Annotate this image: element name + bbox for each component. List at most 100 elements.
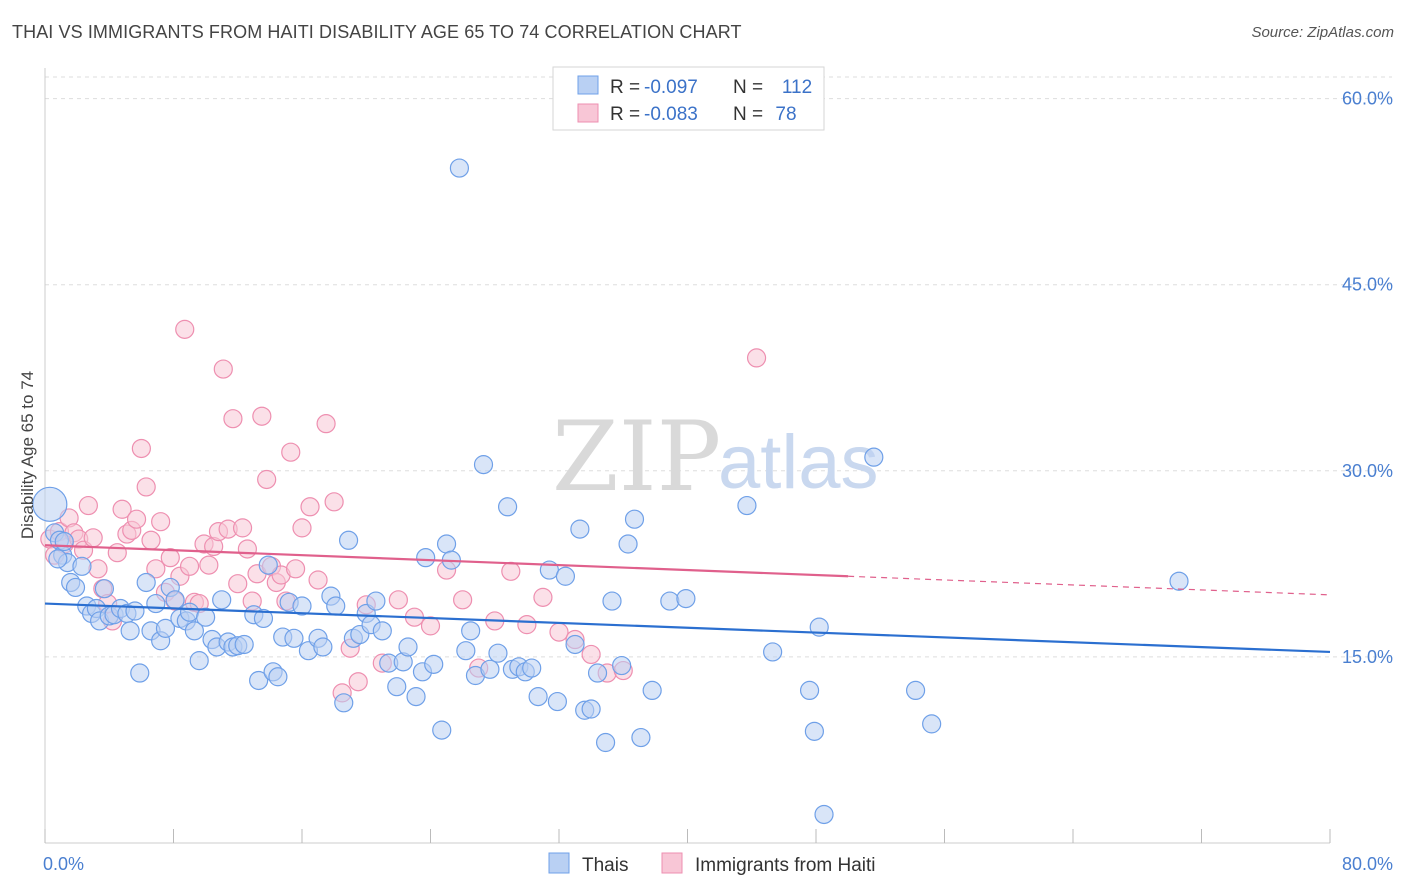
bottom-legend-swatch-thai: [548, 852, 570, 874]
haiti-point: [549, 622, 569, 642]
haiti-point: [175, 319, 195, 339]
haiti-point: [420, 616, 441, 636]
thai-point: [120, 621, 140, 641]
haiti-point: [252, 406, 272, 426]
y-axis-label: Disability Age 65 to 74: [18, 371, 37, 539]
thai-point: [234, 634, 254, 655]
thai-point: [555, 566, 576, 586]
bottom-legend-label-haiti: Immigrants from Haiti: [695, 855, 876, 876]
thai-point: [165, 590, 185, 610]
legend-n-value-thai: 112: [782, 77, 812, 98]
thai-point: [258, 555, 278, 575]
thai-point: [473, 455, 494, 475]
legend-swatch-thai: [577, 75, 599, 95]
thai-point: [432, 720, 452, 740]
thai-point: [676, 588, 696, 609]
thai-point: [136, 572, 156, 593]
watermark: ZIP atlas: [552, 401, 879, 513]
thai-points: [32, 158, 1189, 825]
haiti-point: [292, 518, 312, 538]
haiti-point: [453, 590, 473, 610]
haiti-point: [746, 348, 767, 368]
thai-point: [54, 531, 74, 552]
legend-n-label-haiti: N =: [733, 104, 763, 125]
haiti-point: [213, 359, 233, 379]
haiti-point: [316, 414, 336, 434]
haiti-point: [136, 477, 156, 497]
thai-point: [155, 618, 176, 638]
y-tick-labels: 15.0% 30.0% 45.0% 60.0%: [1342, 89, 1393, 667]
thai-point: [146, 593, 166, 614]
thai-point: [94, 579, 115, 599]
source-label: Source: ZipAtlas.com: [1251, 24, 1394, 41]
thai-point: [424, 654, 444, 674]
y-tick-label-0: 15.0%: [1342, 647, 1393, 667]
thai-point: [565, 634, 585, 655]
thai-point: [32, 486, 68, 522]
thai-point: [72, 556, 92, 576]
haiti-point: [83, 528, 103, 548]
thai-point: [249, 670, 269, 691]
thai-point: [313, 637, 333, 657]
haiti-point: [517, 615, 537, 635]
thai-point: [184, 621, 204, 641]
y-tick-label-1: 30.0%: [1342, 461, 1393, 481]
x-tick-labels: 0.0% 80.0%: [43, 854, 1393, 874]
thai-point: [581, 699, 601, 719]
thai-point: [814, 804, 834, 825]
haiti-point: [179, 556, 200, 576]
axes: [44, 68, 1331, 844]
haiti-point: [237, 539, 257, 559]
haiti-point: [308, 570, 328, 590]
bottom-legend-label-thai: Thais: [582, 855, 628, 876]
legend-swatch-haiti: [577, 103, 599, 123]
watermark-atlas: atlas: [718, 420, 879, 505]
thai-point: [480, 659, 500, 679]
haiti-point: [281, 442, 301, 462]
legend-r-value-thai: -0.097: [644, 77, 698, 98]
legend-n-label-thai: N =: [733, 77, 763, 98]
haiti-point: [232, 518, 253, 538]
thai-point: [905, 680, 926, 701]
thai-point: [125, 601, 145, 621]
thai-point: [660, 591, 680, 611]
legend-box: R = -0.097 N = 112 R = -0.083 N = 78: [552, 66, 825, 131]
thai-point: [1169, 571, 1189, 591]
thai-point: [595, 732, 616, 753]
haiti-point: [324, 492, 344, 512]
thai-point: [130, 663, 150, 683]
thai-point: [522, 658, 542, 678]
thai-point: [461, 621, 481, 641]
haiti-trend-line-extension: [848, 575, 1331, 596]
thai-point: [179, 602, 200, 622]
bottom-legend-swatch-haiti: [661, 852, 683, 874]
haiti-point: [88, 559, 108, 579]
thai-point: [398, 637, 418, 657]
bottom-legend: Thais Immigrants from Haiti: [548, 852, 876, 876]
thai-point: [922, 714, 942, 734]
thai-point: [268, 667, 288, 687]
haiti-point: [112, 499, 132, 519]
haiti-point: [228, 574, 248, 594]
thai-point: [65, 577, 86, 598]
thai-point: [372, 621, 392, 641]
thai-point: [456, 641, 476, 661]
thai-point: [326, 596, 346, 616]
thai-point: [284, 628, 304, 648]
chart-title: THAI VS IMMIGRANTS FROM HAITI DISABILITY…: [12, 22, 742, 42]
thai-point: [528, 687, 548, 707]
legend-r-label-haiti: R =: [610, 104, 640, 125]
gridlines: [45, 76, 1392, 658]
thai-point: [624, 509, 645, 529]
haiti-point: [107, 543, 127, 563]
thai-point: [642, 680, 662, 701]
thai-point: [587, 663, 608, 683]
thai-point: [631, 727, 651, 748]
haiti-point: [151, 512, 171, 532]
thai-point: [387, 677, 407, 697]
thai-point: [602, 591, 622, 611]
y-tick-label-2: 45.0%: [1342, 275, 1393, 295]
haiti-trend-line: [44, 544, 849, 578]
thai-point: [338, 530, 359, 550]
haiti-point: [257, 469, 277, 490]
